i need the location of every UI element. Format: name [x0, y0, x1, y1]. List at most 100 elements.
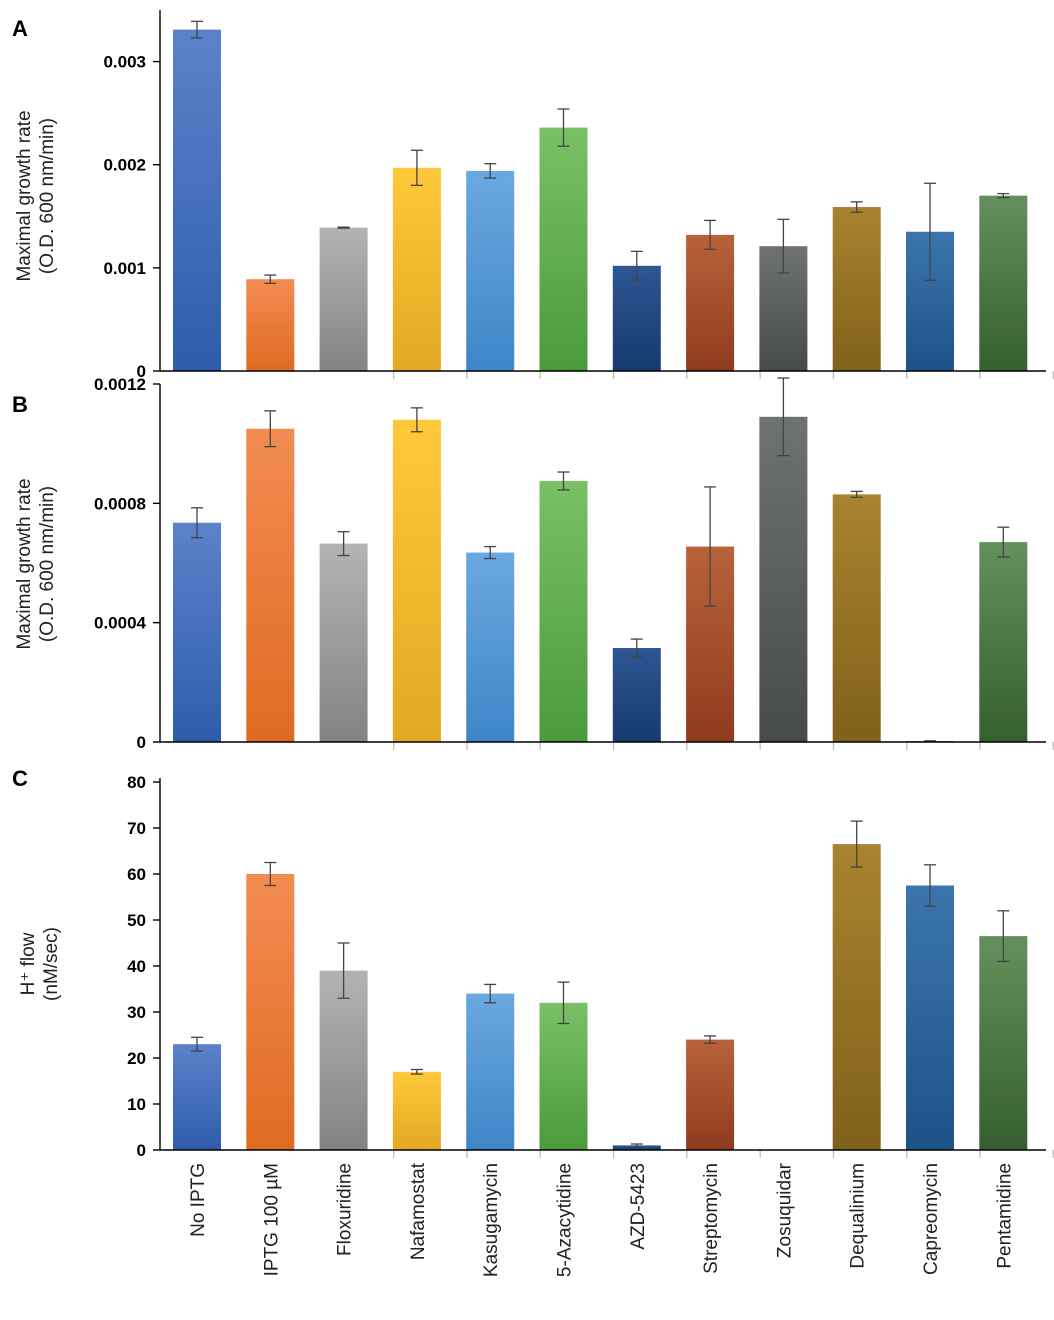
category-label-6: 5-Azacytidine: [555, 1163, 576, 1277]
panel-c-bar-8: [686, 1039, 735, 1150]
panel-a-error-bar-9: [777, 218, 790, 274]
panel-c-error-bar-8: [704, 1035, 717, 1044]
panel-a-bar-8: [686, 234, 735, 371]
panel-a-ytick-label: 0.001: [103, 259, 146, 278]
panel-a-error-bar-4: [410, 149, 423, 186]
panel-b-ylabel-line1: Maximal growth rate: [14, 478, 35, 649]
panel-a-ylabel-line2: (O.D. 600 nm/min): [37, 118, 58, 274]
panel-a-ytick-label: 0.003: [103, 53, 146, 72]
panel-c-bar-4: [392, 1071, 441, 1150]
panel-b-error-bar-7: [630, 638, 643, 658]
panel-c-bar-12: [979, 936, 1028, 1150]
category-label-5: Kasugamycin: [481, 1163, 502, 1277]
panel-a-error-bar-2: [264, 274, 277, 284]
category-label-11: Capreomycin: [921, 1163, 942, 1275]
category-label-1: No IPTG: [188, 1163, 209, 1237]
panel-b-error-bar-2: [264, 410, 277, 448]
panel-b-bar-1: [173, 522, 221, 742]
category-labels: No IPTG IPTG 100 µM Floxuridine Nafamostat K…: [188, 1162, 1015, 1277]
panel-c-bar-10: [832, 844, 881, 1150]
panel-b-error-bar-3: [337, 531, 350, 557]
panel-c-ytick-label: 60: [127, 865, 146, 884]
panel-b-bar-6: [539, 480, 588, 742]
panel-c-ytick-label: 0: [137, 1141, 146, 1160]
panel-b-error-bar-5: [484, 545, 497, 560]
panel-a-bar-6: [539, 127, 588, 371]
panel-c-error-bar-7: [630, 1143, 643, 1148]
category-label-10: Dequalinium: [848, 1163, 869, 1269]
panel-a-error-bar-11: [924, 182, 936, 281]
panel-a-bar-1: [173, 29, 221, 372]
panel-b-error-bar-9: [777, 377, 790, 457]
panel-c-error-bar-4: [410, 1068, 423, 1075]
panel-c-ylabel-line2: (nM/sec): [41, 927, 62, 1001]
panel-c-bar-5: [466, 993, 515, 1150]
panel-c-ytick-label: 20: [127, 1049, 146, 1068]
panel-b-error-bar-8: [704, 486, 717, 607]
panel-c-ytick-label: 80: [127, 773, 146, 792]
panel-c-bar-3: [319, 970, 368, 1150]
panel-a-error-bar-12: [997, 192, 1010, 199]
panel-a-error-bar-8: [704, 219, 717, 250]
panel-c-bar-7: [612, 1145, 661, 1150]
panel-b-error-bar-4: [410, 407, 423, 433]
panel-b-bar-7: [612, 648, 661, 742]
panel-b-y-ticks: 0 0.0004 0.0008 0.0012: [94, 375, 1054, 752]
panel-a-y-ticks: 0 0.001 0.002 0.003: [103, 53, 1054, 381]
panel-c-error-bar-12: [997, 910, 1010, 963]
panel-c-bar-1: [173, 1044, 221, 1150]
panel-c-ytick-label: 10: [127, 1095, 146, 1114]
panel-c-error-bar-11: [924, 864, 936, 907]
category-label-8: Streptomycin: [701, 1163, 722, 1274]
panel-b-ytick-label: 0.0012: [94, 375, 146, 394]
panel-b-ytick-label: 0.0004: [94, 614, 147, 633]
category-label-9: Zosuquidar: [774, 1162, 795, 1258]
category-label-3: Floxuridine: [335, 1163, 356, 1256]
panel-c-error-bar-10: [850, 820, 863, 868]
panel-letter-b: B: [12, 392, 28, 417]
panel-a-error-bar-7: [630, 250, 643, 281]
panel-c-error-bar-6: [557, 981, 570, 1025]
panel-b-bar-3: [319, 543, 368, 742]
panel-b-bar-2: [246, 428, 295, 742]
category-label-4: Nafamostat: [408, 1162, 429, 1260]
panel-c: C H⁺ flow (nM/sec) 0 10 20 30 40 50 60 70 80: [12, 766, 1054, 1160]
panel-c-bar-11: [906, 885, 954, 1150]
panel-a-ytick-label: 0: [137, 362, 146, 381]
panel-b-error-bar-6: [557, 471, 570, 491]
panel-c-bar-2: [246, 874, 295, 1150]
panel-a-error-bar-3: [337, 226, 350, 229]
panel-a-bar-2: [246, 279, 295, 371]
panel-a-ylabel-line1: Maximal growth rate: [14, 110, 35, 281]
panel-b-ytick-label: 0.0008: [94, 494, 146, 513]
panel-c-ytick-label: 70: [127, 819, 146, 838]
panel-c-y-ticks: 0 10 20 30 40 50 60 70 80: [127, 773, 1054, 1160]
panel-c-ytick-label: 50: [127, 911, 146, 930]
panel-c-error-bar-5: [484, 983, 497, 1004]
panel-b-error-bar-10: [850, 490, 863, 499]
panel-b-error-bar-12: [997, 526, 1010, 558]
panel-b-bar-9: [759, 416, 808, 742]
panel-c-ytick-label: 40: [127, 957, 146, 976]
panel-c-error-bar-1: [191, 1036, 203, 1052]
panel-b-bar-4: [392, 419, 441, 742]
panel-a-bar-5: [466, 170, 515, 371]
category-label-2: IPTG 100 µM: [261, 1163, 282, 1276]
panel-c-ytick-label: 30: [127, 1003, 146, 1022]
category-label-12: Pentamidine: [994, 1163, 1015, 1269]
panel-a-error-bar-6: [557, 108, 570, 147]
panel-b-bars: [173, 377, 1028, 743]
panel-a-error-bar-1: [191, 20, 203, 39]
panel-b: B Maximal growth rate (O.D. 600 nm/min) …: [12, 375, 1054, 752]
panel-letter-c: C: [12, 766, 28, 791]
panel-b-bar-5: [466, 552, 515, 742]
panel-c-bars: [173, 820, 1028, 1150]
panel-b-ylabel-line2: (O.D. 600 nm/min): [37, 486, 58, 642]
panel-b-bar-10: [832, 494, 881, 742]
panel-b-error-bar-1: [191, 507, 203, 539]
panel-a: A Maximal growth rate (O.D. 600 nm/min) …: [12, 10, 1054, 381]
panel-c-bar-6: [539, 1002, 588, 1150]
panel-a-error-bar-5: [484, 163, 497, 179]
panel-a-bar-12: [979, 195, 1028, 371]
